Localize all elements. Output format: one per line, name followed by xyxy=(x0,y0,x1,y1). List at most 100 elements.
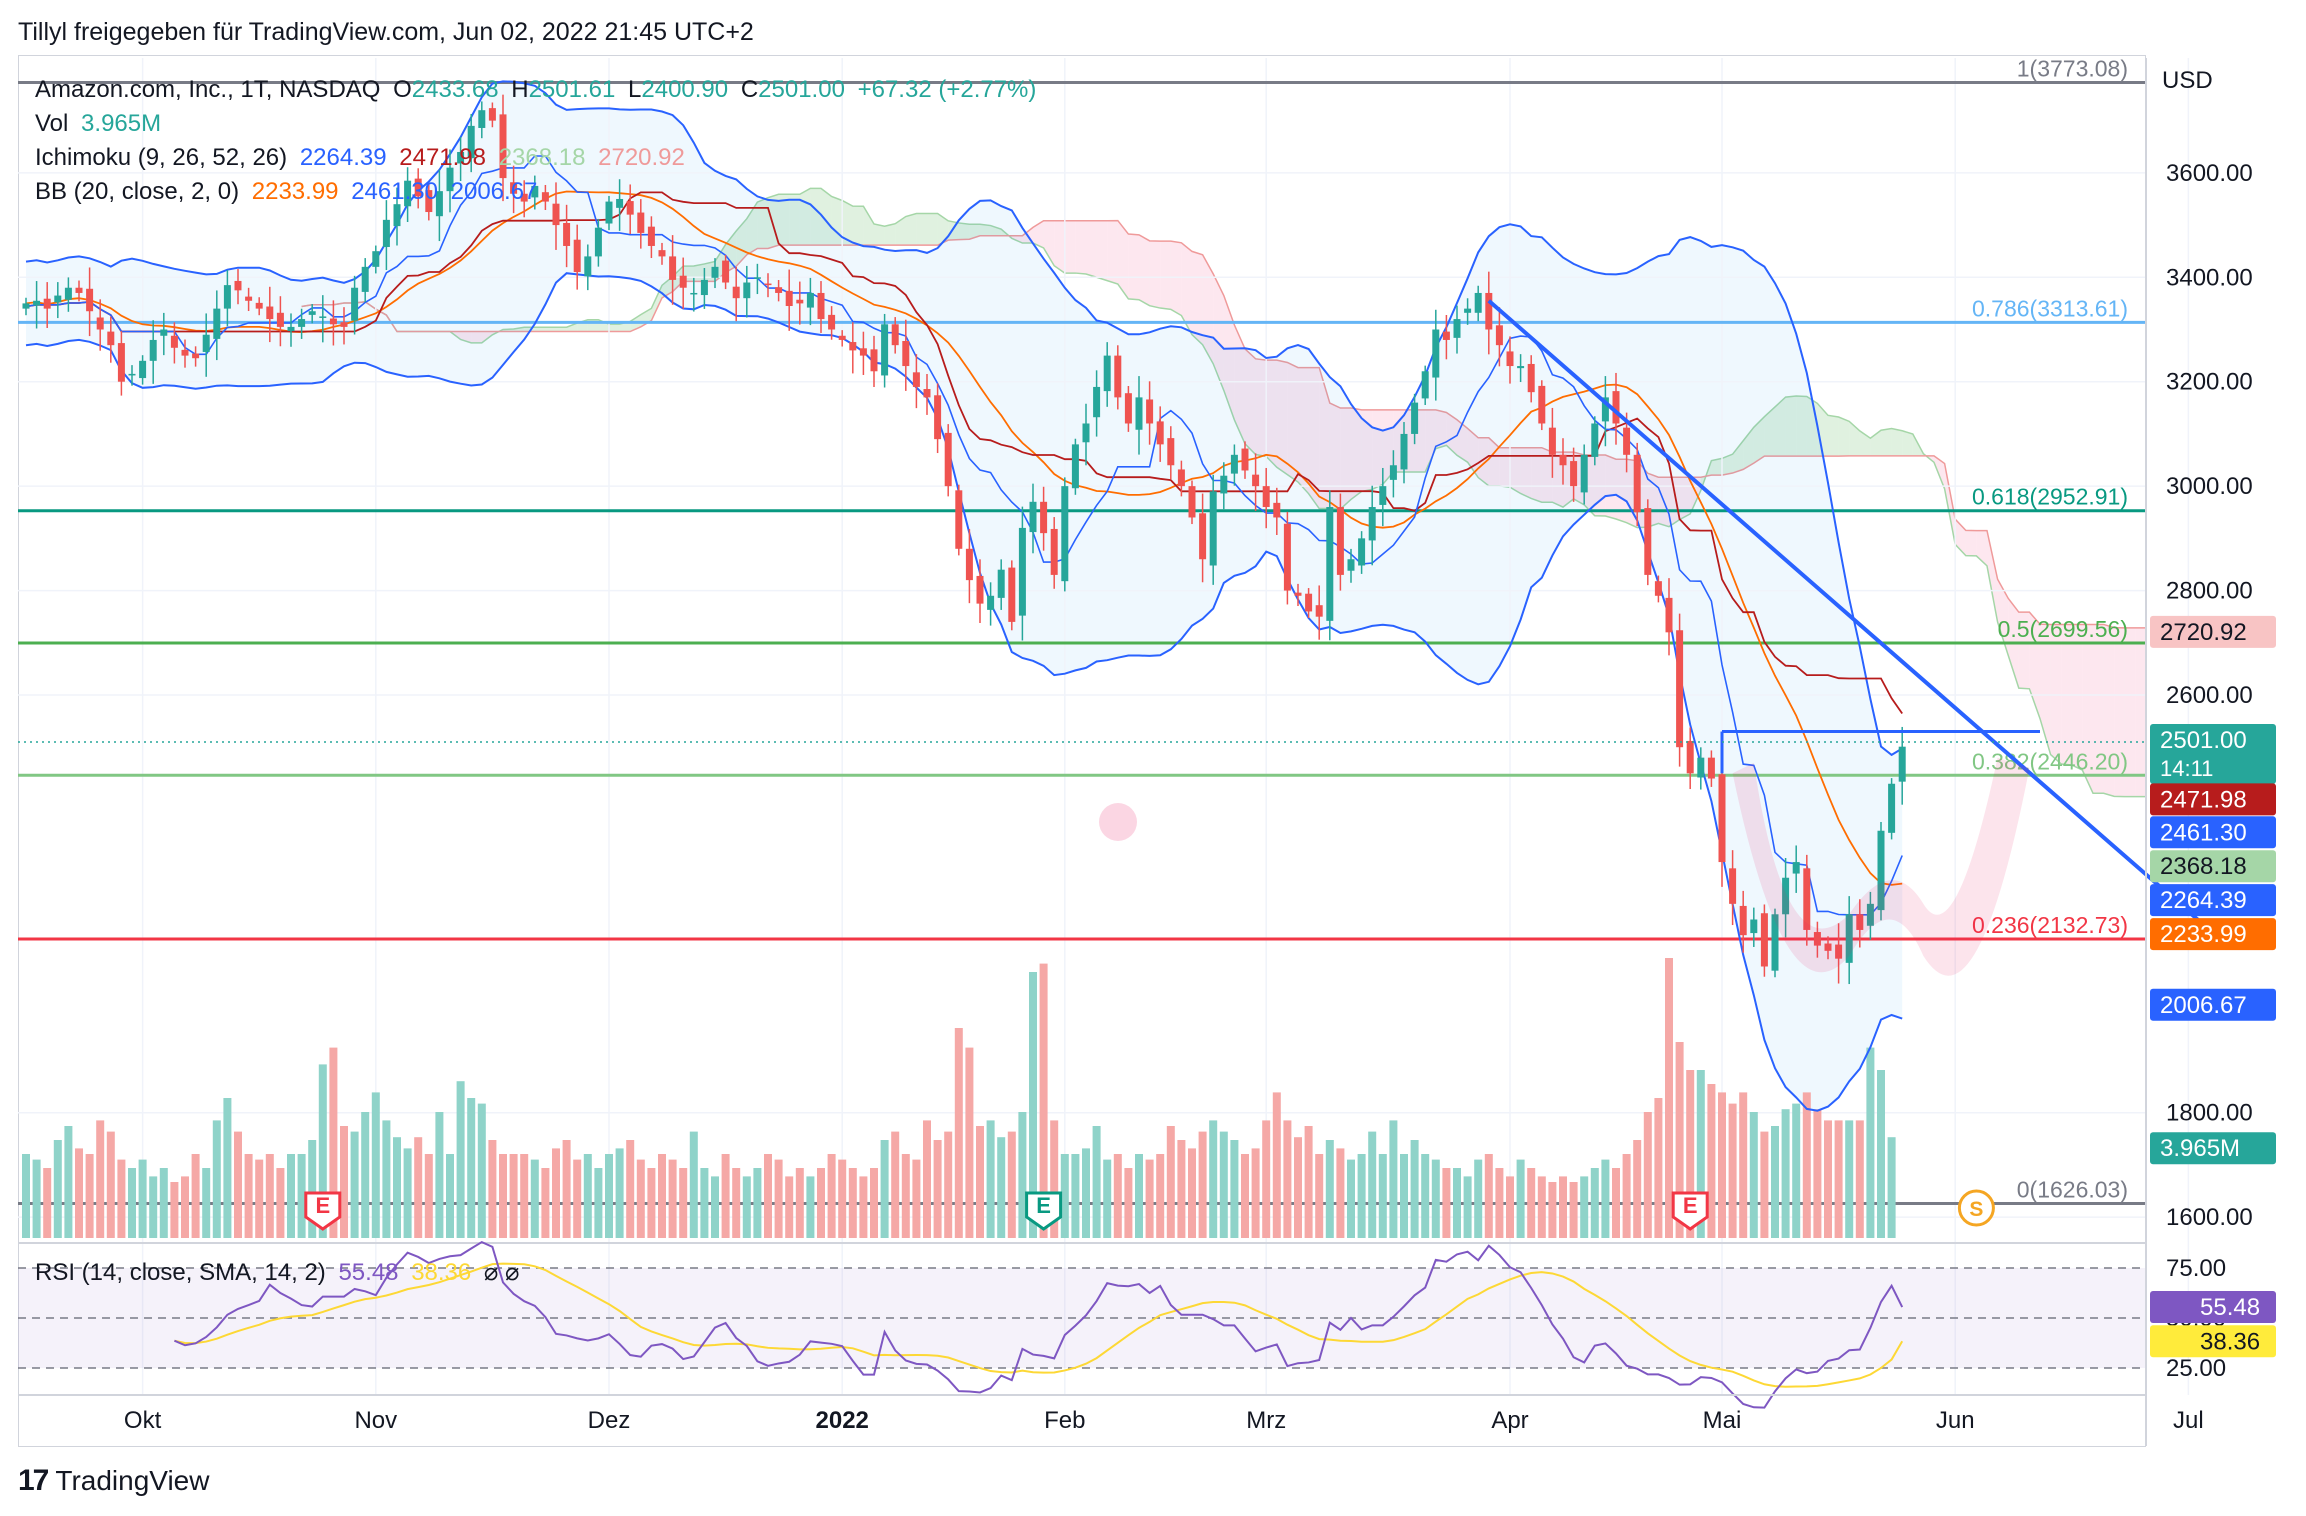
volume-bar xyxy=(435,1112,444,1238)
ichimoku-cloud-segment xyxy=(1987,530,1998,623)
volume-bar xyxy=(477,1103,486,1238)
legend-high-label: H xyxy=(511,76,529,103)
candle-body xyxy=(753,277,761,279)
candle-body xyxy=(64,287,72,300)
volume-bar xyxy=(1590,1168,1599,1238)
candle-body xyxy=(912,372,920,387)
candle-body xyxy=(1877,830,1885,911)
ichimoku-cloud-segment xyxy=(1838,417,1850,457)
candle-body xyxy=(1156,421,1164,445)
volume-bar xyxy=(1622,1154,1631,1238)
ichimoku-cloud-segment xyxy=(1669,477,1680,527)
ichimoku-cloud-segment xyxy=(1255,358,1267,457)
candle-body xyxy=(1432,329,1440,378)
candle-body xyxy=(1177,469,1185,487)
candle-body xyxy=(849,342,857,351)
candle-body xyxy=(1718,774,1726,863)
candle-body xyxy=(1199,513,1207,560)
volume-bar xyxy=(32,1159,41,1238)
volume-bar xyxy=(1304,1126,1313,1238)
candle-body xyxy=(1591,423,1599,457)
volume-bar xyxy=(1453,1168,1461,1238)
annotations xyxy=(18,299,2211,976)
candle-body xyxy=(647,226,655,246)
candle-body xyxy=(573,239,581,273)
candle-body xyxy=(1220,475,1228,494)
volume-bar xyxy=(1092,1126,1101,1238)
volume-bar xyxy=(1421,1154,1430,1238)
candle-body xyxy=(1188,486,1196,518)
candle-body xyxy=(775,287,783,293)
volume-bar xyxy=(1368,1131,1377,1238)
candle-body xyxy=(541,192,549,202)
candle-body xyxy=(404,180,412,207)
volume-bar xyxy=(1813,1109,1822,1238)
ichimoku-cloud-segment xyxy=(556,327,567,332)
rsi-pane xyxy=(18,1240,2146,1409)
volume-bar xyxy=(721,1154,730,1238)
legend-ichimoku-label[interactable]: Ichimoku (9, 26, 52, 26) xyxy=(35,144,288,171)
candle-body xyxy=(605,201,613,224)
volume-bar xyxy=(605,1154,613,1238)
candle-body xyxy=(902,340,910,367)
volume-bar xyxy=(85,1154,94,1238)
split-marker xyxy=(1957,1189,1995,1227)
ichimoku-cloud-segment xyxy=(990,225,1002,236)
candle-body xyxy=(22,303,30,309)
candle-body xyxy=(1358,538,1366,566)
ichimoku-cloud-segment xyxy=(1478,437,1489,486)
legend-ichimoku-span-b: 2720.92 xyxy=(598,144,685,171)
legend-rsi-label[interactable]: RSI (14, close, SMA, 14, 2) xyxy=(35,1259,326,1286)
ichimoku-cloud-segment xyxy=(1308,367,1320,509)
candle-body xyxy=(1326,507,1334,621)
legend-symbol-row: Amazon.com, Inc., 1T, NASDAQ O2433.68 H2… xyxy=(35,76,1042,104)
candle-body xyxy=(955,490,963,549)
ichimoku-cloud-segment xyxy=(1351,408,1362,500)
candle-body xyxy=(1040,501,1048,534)
ichimoku-cloud-segment xyxy=(1266,360,1277,468)
fib-label: 0.786(3313.61) xyxy=(1972,295,2128,321)
volume-bar xyxy=(1559,1176,1567,1238)
volume-bar xyxy=(711,1176,719,1238)
volume-bar xyxy=(679,1168,688,1238)
time-tick-label: Okt xyxy=(124,1407,162,1434)
time-axis: Okt Nov Dez 2022 Feb Mrz Apr Mai Jun Jul xyxy=(124,1407,2204,1434)
volume-bar xyxy=(1612,1168,1620,1238)
legend-bb-label[interactable]: BB (20, close, 2, 0) xyxy=(35,178,240,205)
volume-bar xyxy=(732,1168,741,1238)
candle-body xyxy=(1729,868,1737,904)
legend-vol-label[interactable]: Vol xyxy=(35,110,69,137)
legend-ichimoku-tenkan: 2264.39 xyxy=(299,144,387,171)
ichimoku-cloud-segment xyxy=(1499,447,1510,488)
legend-ichimoku-kijun: 2471.98 xyxy=(399,144,487,171)
volume-bar xyxy=(1209,1120,1218,1238)
legend-symbol[interactable]: Amazon.com, Inc., 1T, NASDAQ xyxy=(35,76,381,103)
volume-bar xyxy=(329,1047,338,1238)
tradingview-logo[interactable]: 17 TradingView xyxy=(18,1464,209,1498)
candle-body xyxy=(117,343,125,382)
volume-bar xyxy=(795,1168,804,1238)
ichimoku-cloud-segment xyxy=(1160,241,1171,310)
volume-bar xyxy=(403,1148,412,1238)
volume-bar xyxy=(393,1137,401,1238)
candle-body xyxy=(223,285,231,309)
ichimoku-cloud-segment xyxy=(736,218,747,267)
candle-body xyxy=(1898,746,1906,782)
bb-upper-line xyxy=(25,80,1903,757)
volume-bar xyxy=(1124,1168,1133,1238)
fib-label: 1(3773.08) xyxy=(2017,55,2128,81)
candle-body xyxy=(1866,903,1874,926)
ichimoku-tenkan-line xyxy=(25,155,1903,916)
volume-bar xyxy=(170,1182,179,1238)
ichimoku-cloud-segment xyxy=(789,194,800,246)
volume-bar xyxy=(1007,1131,1016,1238)
volume-bar xyxy=(1516,1159,1525,1238)
ichimoku-cloud-segment xyxy=(831,196,843,246)
candle-body xyxy=(1538,385,1546,424)
candle-body xyxy=(287,326,295,332)
volume-bar xyxy=(202,1168,211,1238)
price-tag xyxy=(2150,988,2276,1021)
candle-body xyxy=(1167,438,1175,466)
volume-bar xyxy=(1294,1137,1302,1238)
